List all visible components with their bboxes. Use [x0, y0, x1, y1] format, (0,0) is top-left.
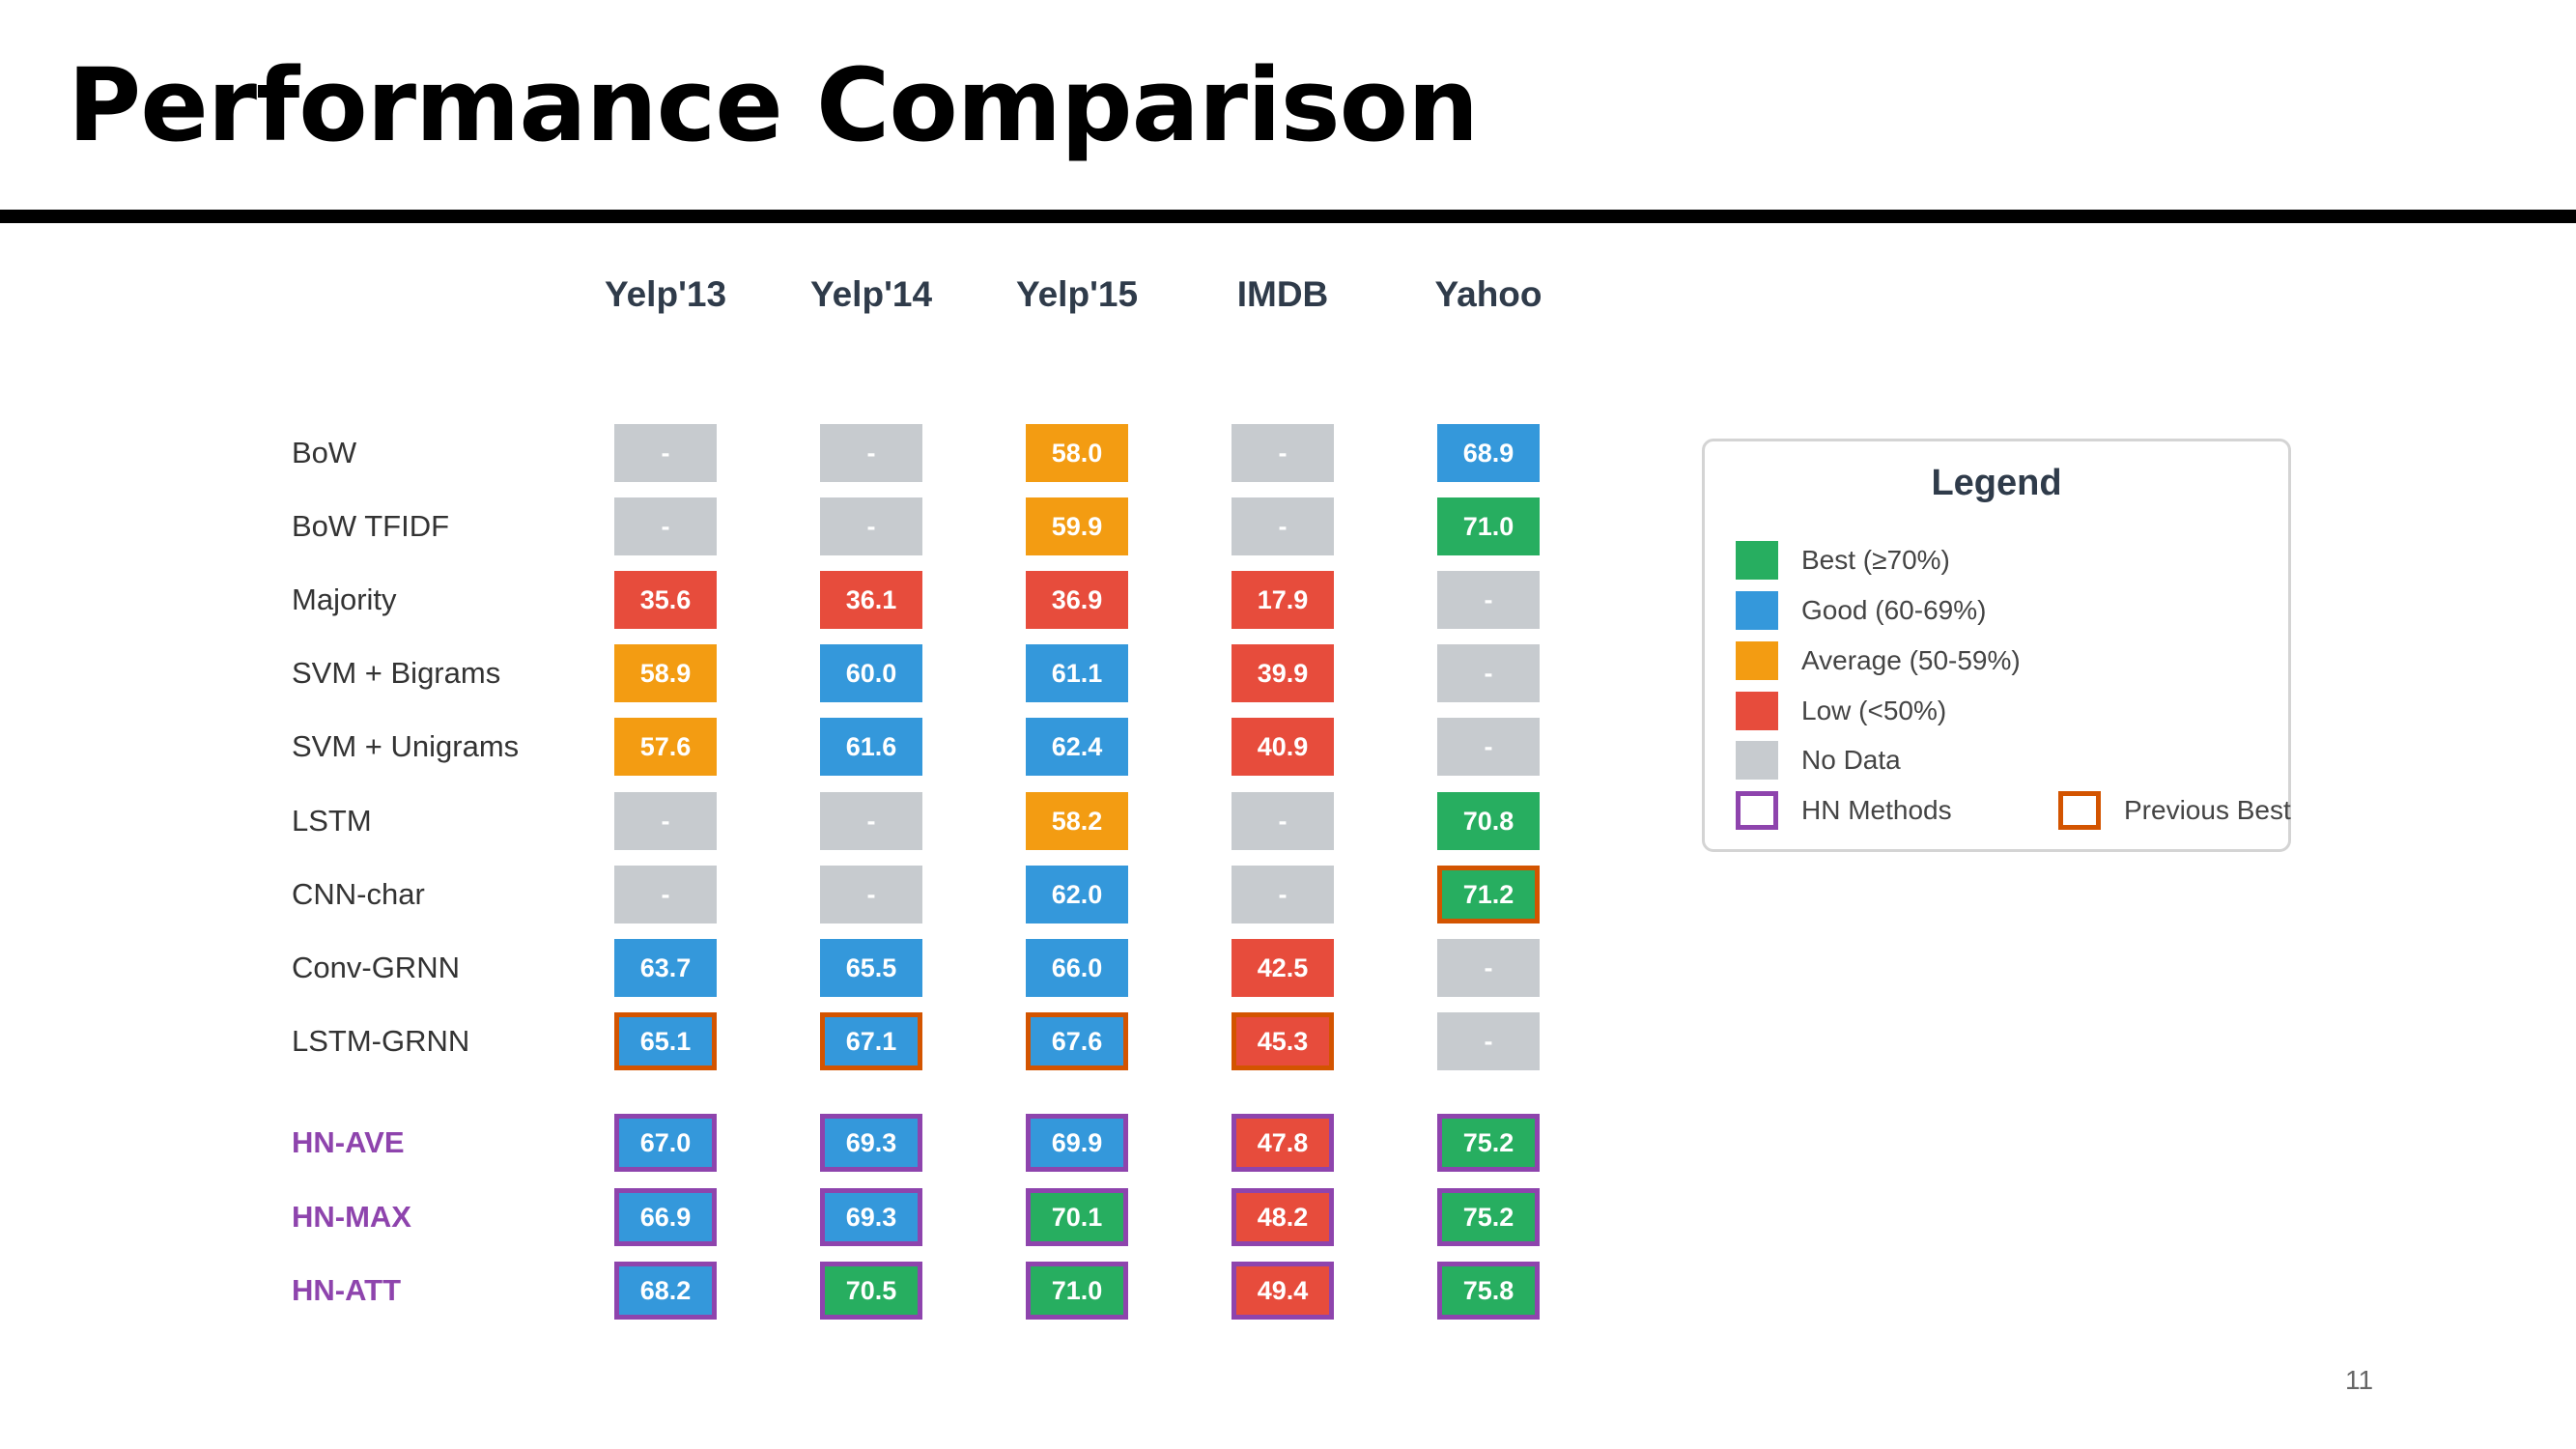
cell-lstm-yelp-15: 58.2	[1026, 792, 1128, 850]
row-label-hn-max: HN-MAX	[292, 1200, 411, 1234]
column-header-imdb: IMDB	[1236, 274, 1329, 314]
legend-label: No Data	[1801, 745, 1901, 775]
title-divider	[0, 210, 2576, 223]
cell-cnn-char-imdb: -	[1231, 866, 1334, 923]
row-label-lstm-grnn: LSTM-GRNN	[292, 1024, 470, 1058]
cell-svm-unigrams-yelp-13: 57.6	[614, 718, 717, 776]
column-header-yelp-15: Yelp'15	[1015, 274, 1139, 314]
cell-hn-ave-yelp-15: 69.9	[1026, 1114, 1128, 1172]
legend-swatch-average-50-59	[1736, 641, 1778, 680]
row-label-conv-grnn: Conv-GRNN	[292, 951, 460, 984]
cell-hn-ave-yelp-14: 69.3	[820, 1114, 922, 1172]
cell-svm-bigrams-yahoo: -	[1437, 644, 1540, 702]
column-header-yelp-13: Yelp'13	[604, 274, 727, 314]
legend-box: Legend Best (≥70%) Good (60-69%) Average (…	[1702, 439, 2291, 852]
legend-label: Good (60-69%)	[1801, 595, 1987, 625]
cell-cnn-char-yelp-15: 62.0	[1026, 866, 1128, 923]
cell-svm-unigrams-yelp-14: 61.6	[820, 718, 922, 776]
row-label-bow-tfidf: BoW TFIDF	[292, 509, 450, 543]
cell-cnn-char-yelp-13: -	[614, 866, 717, 923]
row-label-svm-unigrams: SVM + Unigrams	[292, 729, 520, 763]
cell-majority-yelp-14: 36.1	[820, 571, 922, 629]
cell-lstm-yelp-14: -	[820, 792, 922, 850]
cell-hn-ave-yahoo: 75.2	[1437, 1114, 1540, 1172]
cell-bow-tfidf-yahoo: 71.0	[1437, 497, 1540, 555]
cell-svm-bigrams-yelp-15: 61.1	[1026, 644, 1128, 702]
legend-swatch-good-60-69	[1736, 591, 1778, 630]
legend-swatch-best-70	[1736, 541, 1778, 580]
legend-label: Best (≥70%)	[1801, 545, 1950, 575]
row-label-hn-att: HN-ATT	[292, 1273, 402, 1307]
legend-label: Average (50-59%)	[1801, 645, 2021, 675]
cell-bow-tfidf-yelp-15: 59.9	[1026, 497, 1128, 555]
cell-svm-bigrams-yelp-13: 58.9	[614, 644, 717, 702]
cell-hn-max-yahoo: 75.2	[1437, 1188, 1540, 1246]
cell-lstm-yahoo: 70.8	[1437, 792, 1540, 850]
cell-conv-grnn-yelp-15: 66.0	[1026, 939, 1128, 997]
cell-conv-grnn-yahoo: -	[1437, 939, 1540, 997]
legend-swatch-previous-best	[2058, 791, 2101, 830]
cell-bow-yahoo: 68.9	[1437, 424, 1540, 482]
legend-label: Low (<50%)	[1801, 696, 1947, 725]
cell-bow-yelp-13: -	[614, 424, 717, 482]
cell-majority-yahoo: -	[1437, 571, 1540, 629]
cell-lstm-yelp-13: -	[614, 792, 717, 850]
cell-lstm-grnn-yelp-13: 65.1	[614, 1012, 717, 1070]
cell-lstm-grnn-yelp-14: 67.1	[820, 1012, 922, 1070]
cell-conv-grnn-yelp-13: 63.7	[614, 939, 717, 997]
cell-hn-max-yelp-14: 69.3	[820, 1188, 922, 1246]
row-label-cnn-char: CNN-char	[292, 877, 425, 911]
slide-title: Performance Comparison	[68, 46, 1479, 164]
cell-hn-att-yelp-14: 70.5	[820, 1262, 922, 1320]
cell-hn-max-imdb: 48.2	[1231, 1188, 1334, 1246]
column-header-yahoo: Yahoo	[1434, 274, 1543, 314]
row-label-lstm: LSTM	[292, 804, 372, 838]
row-label-hn-ave: HN-AVE	[292, 1125, 405, 1159]
row-label-bow: BoW	[292, 436, 357, 469]
page-number: 11	[2345, 1365, 2374, 1395]
cell-hn-ave-yelp-13: 67.0	[614, 1114, 717, 1172]
cell-bow-yelp-15: 58.0	[1026, 424, 1128, 482]
cell-majority-imdb: 17.9	[1231, 571, 1334, 629]
row-label-majority: Majority	[292, 582, 397, 616]
cell-majority-yelp-15: 36.9	[1026, 571, 1128, 629]
legend-title: Legend	[1931, 463, 2062, 503]
cell-bow-tfidf-yelp-13: -	[614, 497, 717, 555]
cell-svm-unigrams-yahoo: -	[1437, 718, 1540, 776]
legend-swatch-low-50	[1736, 692, 1778, 730]
column-header-yelp-14: Yelp'14	[809, 274, 933, 314]
cell-majority-yelp-13: 35.6	[614, 571, 717, 629]
cell-svm-bigrams-yelp-14: 60.0	[820, 644, 922, 702]
cell-hn-att-imdb: 49.4	[1231, 1262, 1334, 1320]
legend-swatch-no-data	[1736, 741, 1778, 780]
cell-hn-att-yahoo: 75.8	[1437, 1262, 1540, 1320]
cell-hn-max-yelp-15: 70.1	[1026, 1188, 1128, 1246]
cell-hn-att-yelp-13: 68.2	[614, 1262, 717, 1320]
cell-svm-unigrams-yelp-15: 62.4	[1026, 718, 1128, 776]
legend-swatch-hn-methods	[1736, 791, 1778, 830]
cell-conv-grnn-imdb: 42.5	[1231, 939, 1334, 997]
cell-lstm-grnn-yahoo: -	[1437, 1012, 1540, 1070]
cell-lstm-imdb: -	[1231, 792, 1334, 850]
cell-cnn-char-yelp-14: -	[820, 866, 922, 923]
cell-bow-imdb: -	[1231, 424, 1334, 482]
cell-hn-ave-imdb: 47.8	[1231, 1114, 1334, 1172]
cell-lstm-grnn-yelp-15: 67.6	[1026, 1012, 1128, 1070]
cell-bow-tfidf-yelp-14: -	[820, 497, 922, 555]
cell-bow-tfidf-imdb: -	[1231, 497, 1334, 555]
cell-svm-bigrams-imdb: 39.9	[1231, 644, 1334, 702]
row-label-svm-bigrams: SVM + Bigrams	[292, 656, 501, 690]
legend-label: HN Methods	[1801, 795, 1952, 825]
cell-conv-grnn-yelp-14: 65.5	[820, 939, 922, 997]
cell-cnn-char-yahoo: 71.2	[1437, 866, 1540, 923]
cell-svm-unigrams-imdb: 40.9	[1231, 718, 1334, 776]
legend-label: Previous Best	[2124, 795, 2291, 825]
cell-lstm-grnn-imdb: 45.3	[1231, 1012, 1334, 1070]
cell-bow-yelp-14: -	[820, 424, 922, 482]
cell-hn-att-yelp-15: 71.0	[1026, 1262, 1128, 1320]
cell-hn-max-yelp-13: 66.9	[614, 1188, 717, 1246]
